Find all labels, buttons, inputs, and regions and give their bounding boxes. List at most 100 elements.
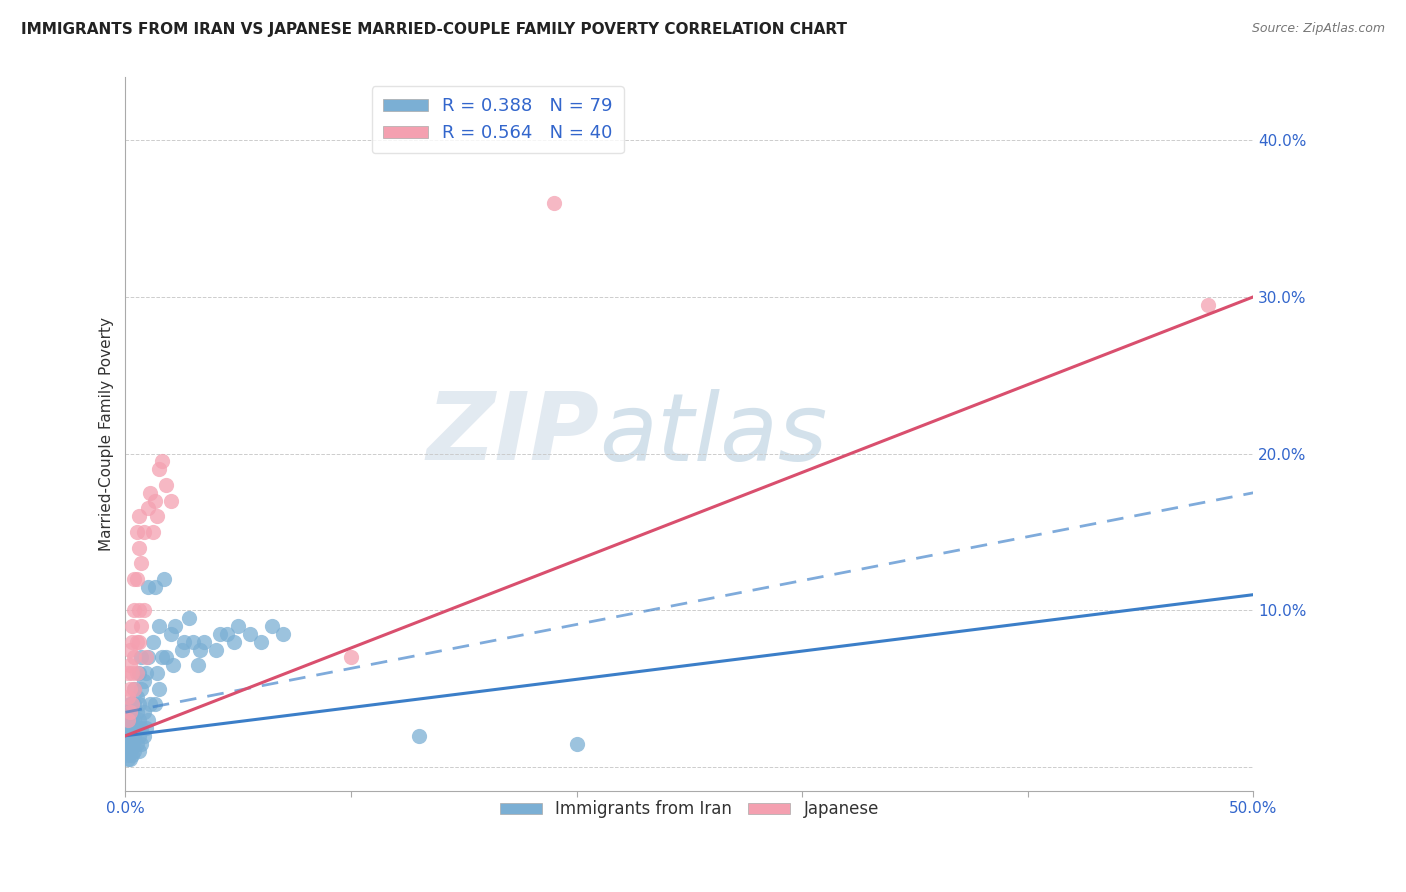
- Point: [222, 634, 245, 648]
- Point: [128, 744, 150, 758]
- Legend: Immigrants from Iran, Japanese: Immigrants from Iran, Japanese: [494, 794, 886, 825]
- Point: [136, 501, 159, 516]
- Point: [118, 642, 141, 657]
- Point: [159, 627, 181, 641]
- Point: [143, 580, 166, 594]
- Point: [135, 666, 157, 681]
- Point: [118, 737, 141, 751]
- Point: [128, 698, 150, 712]
- Point: [118, 705, 141, 719]
- Point: [543, 195, 565, 210]
- Point: [132, 524, 155, 539]
- Point: [121, 747, 143, 762]
- Point: [124, 603, 146, 617]
- Point: [118, 681, 141, 696]
- Text: atlas: atlas: [599, 389, 827, 480]
- Point: [340, 650, 363, 665]
- Point: [135, 650, 157, 665]
- Point: [565, 737, 588, 751]
- Text: Source: ZipAtlas.com: Source: ZipAtlas.com: [1251, 22, 1385, 36]
- Point: [118, 705, 141, 719]
- Point: [159, 493, 181, 508]
- Point: [125, 705, 148, 719]
- Point: [125, 666, 148, 681]
- Point: [148, 681, 170, 696]
- Point: [121, 721, 143, 735]
- Point: [125, 737, 148, 751]
- Point: [121, 666, 143, 681]
- Point: [118, 729, 141, 743]
- Point: [117, 729, 139, 743]
- Point: [209, 627, 232, 641]
- Text: IMMIGRANTS FROM IRAN VS JAPANESE MARRIED-COUPLE FAMILY POVERTY CORRELATION CHART: IMMIGRANTS FROM IRAN VS JAPANESE MARRIED…: [21, 22, 846, 37]
- Point: [136, 713, 159, 727]
- Point: [118, 713, 141, 727]
- Point: [118, 721, 141, 735]
- Point: [141, 634, 163, 648]
- Point: [188, 642, 211, 657]
- Point: [155, 650, 177, 665]
- Point: [148, 619, 170, 633]
- Point: [118, 752, 141, 766]
- Point: [117, 713, 139, 727]
- Point: [1197, 298, 1219, 312]
- Point: [121, 737, 143, 751]
- Point: [262, 619, 284, 633]
- Point: [132, 729, 155, 743]
- Point: [150, 454, 173, 468]
- Point: [121, 713, 143, 727]
- Point: [128, 666, 150, 681]
- Point: [155, 478, 177, 492]
- Point: [408, 729, 430, 743]
- Point: [117, 713, 139, 727]
- Point: [121, 634, 143, 648]
- Point: [128, 509, 150, 524]
- Point: [124, 698, 146, 712]
- Point: [153, 572, 176, 586]
- Point: [125, 572, 148, 586]
- Point: [132, 705, 155, 719]
- Point: [139, 485, 162, 500]
- Point: [170, 642, 193, 657]
- Point: [129, 650, 152, 665]
- Point: [117, 752, 139, 766]
- Point: [124, 650, 146, 665]
- Point: [165, 619, 187, 633]
- Point: [117, 721, 139, 735]
- Point: [129, 557, 152, 571]
- Point: [139, 698, 162, 712]
- Point: [177, 611, 200, 625]
- Text: ZIP: ZIP: [426, 388, 599, 480]
- Point: [173, 634, 195, 648]
- Point: [204, 642, 226, 657]
- Point: [143, 698, 166, 712]
- Point: [187, 658, 209, 673]
- Point: [129, 681, 152, 696]
- Point: [125, 524, 148, 539]
- Point: [124, 572, 146, 586]
- Point: [238, 627, 260, 641]
- Point: [128, 603, 150, 617]
- Point: [124, 713, 146, 727]
- Point: [124, 744, 146, 758]
- Point: [121, 698, 143, 712]
- Point: [132, 673, 155, 688]
- Point: [215, 627, 238, 641]
- Point: [129, 737, 152, 751]
- Point: [125, 721, 148, 735]
- Point: [162, 658, 184, 673]
- Point: [181, 634, 204, 648]
- Point: [118, 744, 141, 758]
- Point: [150, 650, 173, 665]
- Point: [124, 681, 146, 696]
- Point: [125, 690, 148, 704]
- Point: [129, 619, 152, 633]
- Point: [118, 658, 141, 673]
- Point: [193, 634, 215, 648]
- Point: [128, 729, 150, 743]
- Point: [121, 729, 143, 743]
- Point: [129, 721, 152, 735]
- Point: [146, 666, 169, 681]
- Point: [135, 721, 157, 735]
- Point: [136, 580, 159, 594]
